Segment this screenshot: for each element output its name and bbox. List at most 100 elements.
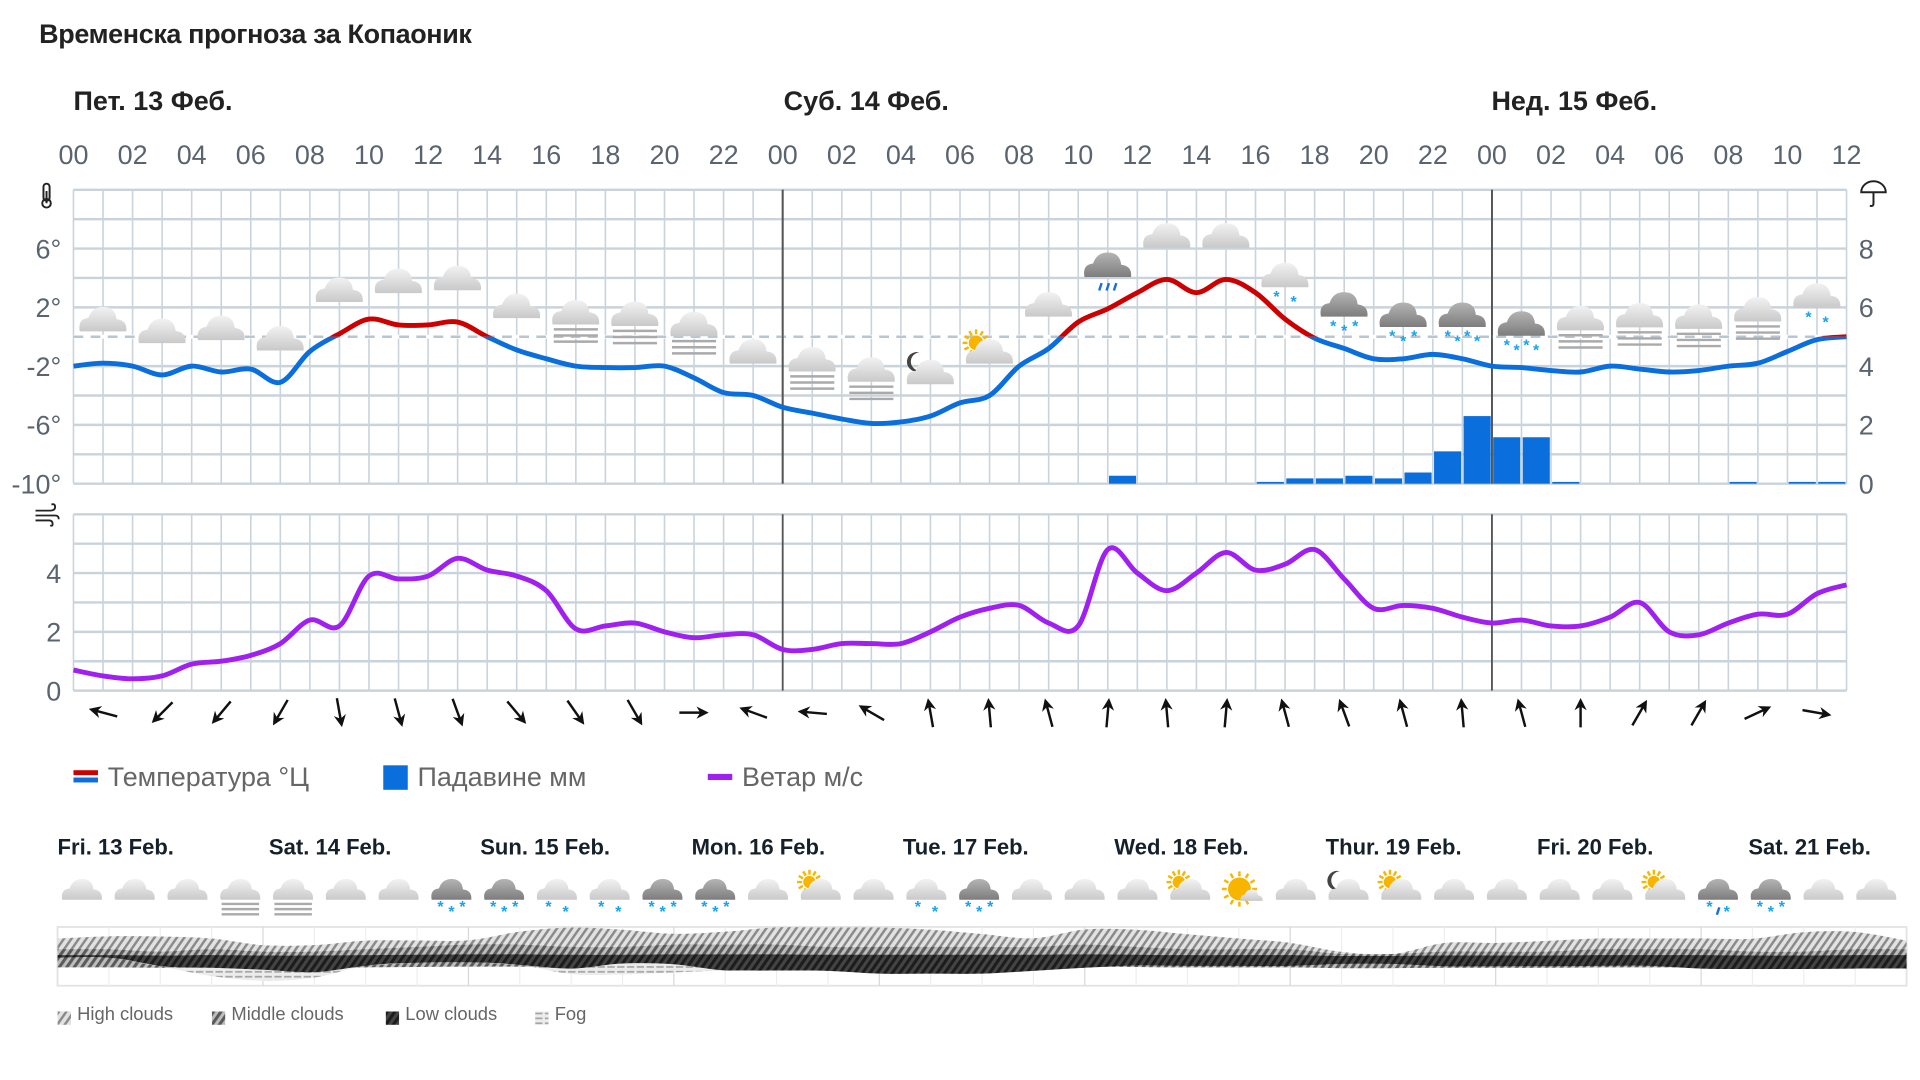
cloud-shape: [536, 878, 577, 900]
hour-label: 16: [531, 140, 561, 170]
cloud-shape: [1240, 889, 1263, 901]
wind-direction-arrow: [858, 705, 885, 722]
cloud-fog-icon: [788, 347, 836, 390]
sun-ray: [979, 330, 984, 337]
dark-cloud-snow-icon: * * *: [1320, 292, 1368, 340]
arrow-head: [1396, 698, 1409, 712]
dark-cloud-shape: [1497, 311, 1545, 336]
dark-cloud-shape: [642, 878, 683, 900]
cloud-fog-icon: [1556, 305, 1604, 349]
dark-cloud-snow-icon: * * *: [1379, 302, 1427, 351]
sun-ray: [1229, 899, 1235, 905]
cloud-shape: [315, 277, 363, 302]
cloud-shape: [1793, 283, 1841, 308]
wind-direction-arrow: [679, 706, 709, 719]
arrow-head: [572, 711, 585, 725]
cloud-icon: [1434, 878, 1475, 900]
temp-axis-label: 6°: [35, 234, 61, 264]
sun-ray: [1171, 870, 1177, 877]
dark-cloud-shape: [1379, 302, 1427, 327]
precip-bar: [1434, 451, 1462, 484]
cloud-shape: [1615, 302, 1664, 328]
small-cloud: [1240, 889, 1263, 901]
snowflake: *: [512, 899, 519, 916]
hour-label: 22: [709, 140, 739, 170]
cloud-shape: [1261, 262, 1309, 288]
dark-cloud-snow-icon: * * *: [431, 878, 472, 921]
hour-label: 02: [118, 140, 148, 170]
snowflake: *: [1757, 899, 1764, 916]
arrow-head: [333, 714, 346, 728]
snowflake: *: [1341, 323, 1348, 340]
dark-cloud-shape: [431, 878, 472, 900]
temp-axis-label: -2°: [27, 352, 62, 382]
cloud-shape: [493, 293, 541, 319]
moon-cloud-icon: [906, 352, 954, 385]
hour-label: 12: [1832, 140, 1862, 170]
wind-speed-line: [72, 545, 1848, 682]
weekly-cloud-chart: * * * * * * * * * * * * * * * * * * * * * * * * * *: [56, 869, 1908, 987]
wind-direction-arrow: [151, 701, 174, 724]
sun-ray: [1167, 884, 1174, 890]
arrow-head: [1337, 698, 1350, 713]
wind-direction-arrow: [924, 698, 937, 728]
sun-shape: [1221, 871, 1258, 907]
precip-bar: [1345, 475, 1373, 484]
wind-direction-arrow: [1160, 698, 1173, 728]
hour-label: 08: [1713, 140, 1743, 170]
snowflake: *: [1706, 899, 1713, 916]
snowflake: *: [1768, 904, 1775, 921]
hour-label: 12: [413, 140, 443, 170]
precip-bar: [1374, 478, 1403, 484]
cloud-shape: [220, 878, 261, 900]
weekly-day-label: Mon. 16 Feb.: [691, 835, 826, 860]
dark-cloud-shape: [959, 878, 1000, 900]
wind-direction-arrow: [1802, 707, 1832, 720]
temperature-line-below-zero: [73, 336, 1847, 427]
snowflake: *: [701, 899, 708, 916]
legend-middle-clouds: Middle clouds: [231, 1004, 344, 1025]
cloud-shape: [552, 300, 600, 325]
cloud-snow-icon: * *: [1261, 262, 1309, 311]
snowflake: *: [659, 904, 666, 921]
snowflake: *: [1389, 329, 1396, 346]
sun-ray: [1167, 874, 1174, 880]
dark-cloud-shape: [484, 878, 525, 900]
sun-ray: [1223, 879, 1230, 884]
legend-wind-swatch: [707, 773, 733, 781]
cloud-shape: [1381, 878, 1422, 900]
hour-label: 02: [1536, 140, 1566, 170]
wind-direction-arrow: [739, 706, 768, 719]
snowflake: *: [1724, 904, 1731, 921]
cloud-shape: [729, 339, 777, 364]
cloud-shape: [611, 301, 659, 326]
hour-label: 00: [1477, 140, 1507, 170]
hour-label: 22: [1418, 140, 1448, 170]
snowflake: *: [1445, 329, 1452, 346]
snowflake: *: [1805, 310, 1812, 327]
wind-direction-arrow: [272, 699, 289, 726]
cloud-shape: [589, 878, 630, 900]
cloud-fog-icon: [272, 878, 314, 916]
cloud-icon: [325, 878, 366, 900]
moon-shape: [1327, 870, 1342, 891]
temp-axis-label: -10°: [12, 469, 62, 499]
cloud-shape: [1734, 297, 1782, 322]
sun-cloud-icon: [1377, 869, 1422, 900]
snowflake: *: [965, 899, 972, 916]
hour-label: 18: [1300, 140, 1330, 170]
hour-label: 08: [1004, 140, 1034, 170]
cloud-icon: [378, 878, 419, 900]
hour-label: 06: [236, 140, 266, 170]
snowflake: *: [648, 899, 655, 916]
hour-label: 20: [1359, 140, 1389, 170]
hour-label: 20: [650, 140, 680, 170]
cloud-icon: [114, 878, 155, 900]
snowflake: *: [976, 904, 983, 921]
hour-label: 00: [768, 140, 798, 170]
weekly-day-label: Tue. 17 Feb.: [902, 835, 1029, 860]
sun-cloud-icon: [797, 869, 841, 900]
dark-cloud-shape: [1084, 252, 1132, 277]
cloud-icon: [1011, 878, 1052, 900]
hour-label: 14: [1181, 140, 1211, 170]
